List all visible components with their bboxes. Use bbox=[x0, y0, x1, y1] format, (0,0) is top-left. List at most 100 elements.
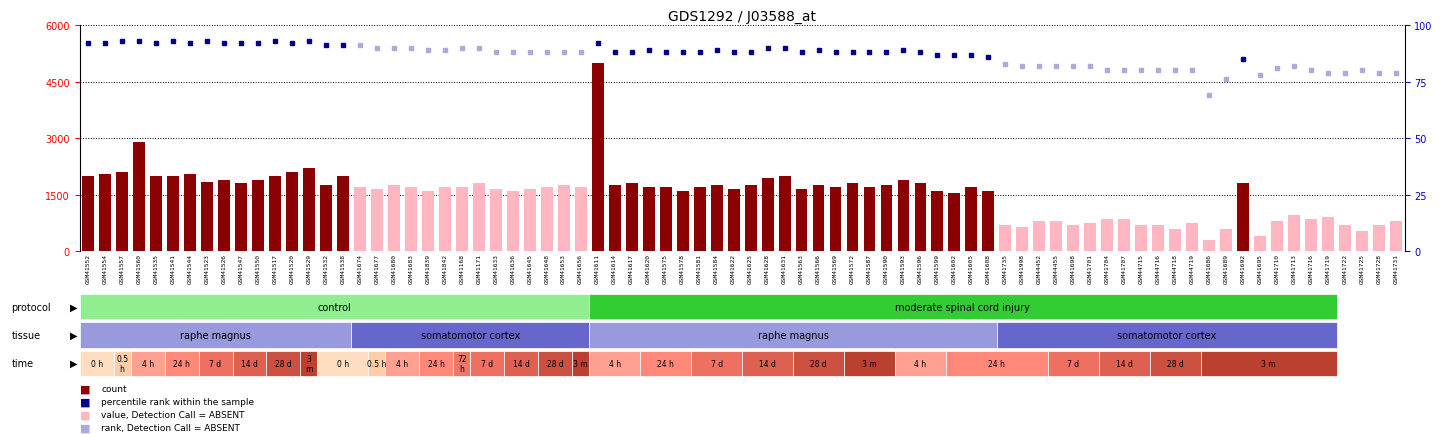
Bar bbox=[676, 191, 689, 252]
Text: GSM41677: GSM41677 bbox=[375, 253, 379, 283]
Bar bbox=[1067, 225, 1079, 252]
Bar bbox=[966, 188, 977, 252]
Bar bbox=[1322, 218, 1334, 252]
Bar bbox=[728, 190, 740, 252]
Text: raphe magnus: raphe magnus bbox=[180, 330, 251, 340]
Text: ▶: ▶ bbox=[70, 302, 77, 312]
Bar bbox=[626, 184, 637, 252]
Text: GSM41683: GSM41683 bbox=[408, 253, 413, 283]
Text: 14 d: 14 d bbox=[240, 359, 258, 368]
Text: 72
h: 72 h bbox=[458, 354, 466, 373]
Text: GSM41554: GSM41554 bbox=[103, 253, 107, 283]
Bar bbox=[1034, 222, 1045, 252]
Text: GSM44715: GSM44715 bbox=[1138, 253, 1144, 283]
Text: GSM41599: GSM41599 bbox=[935, 253, 940, 283]
Text: GSM41538: GSM41538 bbox=[340, 253, 346, 283]
Text: raphe magnus: raphe magnus bbox=[757, 330, 828, 340]
Bar bbox=[235, 184, 248, 252]
Bar bbox=[1050, 222, 1063, 252]
Text: GSM44718: GSM44718 bbox=[1173, 253, 1177, 283]
Bar bbox=[287, 173, 298, 252]
Text: 24 h: 24 h bbox=[989, 359, 1005, 368]
Text: count: count bbox=[101, 384, 127, 393]
Text: GSM44719: GSM44719 bbox=[1190, 253, 1195, 283]
FancyBboxPatch shape bbox=[165, 351, 198, 376]
Bar bbox=[931, 191, 944, 252]
FancyBboxPatch shape bbox=[385, 351, 420, 376]
Bar bbox=[1153, 225, 1164, 252]
Text: GSM41523: GSM41523 bbox=[204, 253, 210, 283]
Text: ■: ■ bbox=[80, 397, 90, 406]
Text: GSM41735: GSM41735 bbox=[1003, 253, 1008, 283]
Text: control: control bbox=[317, 302, 352, 312]
Text: 14 d: 14 d bbox=[759, 359, 776, 368]
Bar bbox=[830, 188, 841, 252]
Text: 4 h: 4 h bbox=[397, 359, 408, 368]
Text: GSM41713: GSM41713 bbox=[1292, 253, 1296, 283]
Text: GSM41686: GSM41686 bbox=[1206, 253, 1212, 283]
FancyBboxPatch shape bbox=[266, 351, 301, 376]
Text: 14 d: 14 d bbox=[1116, 359, 1132, 368]
Text: GSM44716: GSM44716 bbox=[1156, 253, 1161, 283]
Text: ▶: ▶ bbox=[70, 330, 77, 340]
FancyBboxPatch shape bbox=[352, 322, 589, 348]
Bar bbox=[880, 186, 892, 252]
Text: ■: ■ bbox=[80, 423, 90, 432]
Bar bbox=[1305, 220, 1318, 252]
Text: GSM41584: GSM41584 bbox=[714, 253, 720, 283]
Text: GSM41569: GSM41569 bbox=[833, 253, 838, 283]
Text: percentile rank within the sample: percentile rank within the sample bbox=[101, 397, 255, 406]
Text: GSM41689: GSM41689 bbox=[1224, 253, 1229, 283]
Text: GSM41168: GSM41168 bbox=[459, 253, 465, 283]
Text: GSM41692: GSM41692 bbox=[1241, 253, 1245, 283]
Bar bbox=[421, 191, 434, 252]
Text: GSM41698: GSM41698 bbox=[1072, 253, 1076, 283]
Text: GSM41716: GSM41716 bbox=[1309, 253, 1313, 283]
Text: ▶: ▶ bbox=[70, 358, 77, 368]
Bar bbox=[1373, 225, 1386, 252]
Text: 3 m: 3 m bbox=[573, 359, 588, 368]
Bar bbox=[762, 178, 773, 252]
FancyBboxPatch shape bbox=[198, 351, 233, 376]
Text: rank, Detection Call = ABSENT: rank, Detection Call = ABSENT bbox=[101, 423, 240, 432]
FancyBboxPatch shape bbox=[640, 351, 691, 376]
FancyBboxPatch shape bbox=[130, 351, 165, 376]
FancyBboxPatch shape bbox=[844, 351, 895, 376]
Text: 28 d: 28 d bbox=[547, 359, 563, 368]
Bar bbox=[1203, 240, 1215, 252]
Text: GSM41617: GSM41617 bbox=[630, 253, 634, 283]
Text: GSM41648: GSM41648 bbox=[544, 253, 549, 283]
Text: GSM44455: GSM44455 bbox=[1054, 253, 1058, 283]
Text: GSM41560: GSM41560 bbox=[136, 253, 142, 283]
Text: GSM41578: GSM41578 bbox=[681, 253, 685, 283]
Bar bbox=[1339, 225, 1351, 252]
Bar bbox=[915, 184, 927, 252]
Bar bbox=[948, 194, 960, 252]
Text: GSM41680: GSM41680 bbox=[391, 253, 397, 283]
Bar bbox=[795, 190, 808, 252]
Bar bbox=[1016, 227, 1028, 252]
Text: GSM41563: GSM41563 bbox=[799, 253, 804, 283]
Text: GSM41620: GSM41620 bbox=[646, 253, 652, 283]
Text: tissue: tissue bbox=[12, 330, 41, 340]
Bar bbox=[489, 190, 502, 252]
Text: moderate spinal cord injury: moderate spinal cord injury bbox=[895, 302, 1031, 312]
Text: GSM41656: GSM41656 bbox=[578, 253, 584, 283]
Text: GSM41587: GSM41587 bbox=[867, 253, 872, 283]
Bar bbox=[201, 182, 213, 252]
FancyBboxPatch shape bbox=[113, 351, 130, 376]
Bar bbox=[744, 186, 756, 252]
Text: GSM41731: GSM41731 bbox=[1393, 253, 1399, 283]
FancyBboxPatch shape bbox=[895, 351, 946, 376]
FancyBboxPatch shape bbox=[1150, 351, 1200, 376]
Bar bbox=[184, 174, 195, 252]
Text: 28 d: 28 d bbox=[1167, 359, 1183, 368]
FancyBboxPatch shape bbox=[996, 322, 1337, 348]
Text: GSM41590: GSM41590 bbox=[883, 253, 889, 283]
FancyBboxPatch shape bbox=[589, 351, 640, 376]
Title: GDS1292 / J03588_at: GDS1292 / J03588_at bbox=[668, 10, 817, 23]
Bar bbox=[608, 186, 621, 252]
Text: 3 m: 3 m bbox=[862, 359, 877, 368]
Text: somatomotor cortex: somatomotor cortex bbox=[1116, 330, 1216, 340]
Bar bbox=[1390, 222, 1402, 252]
